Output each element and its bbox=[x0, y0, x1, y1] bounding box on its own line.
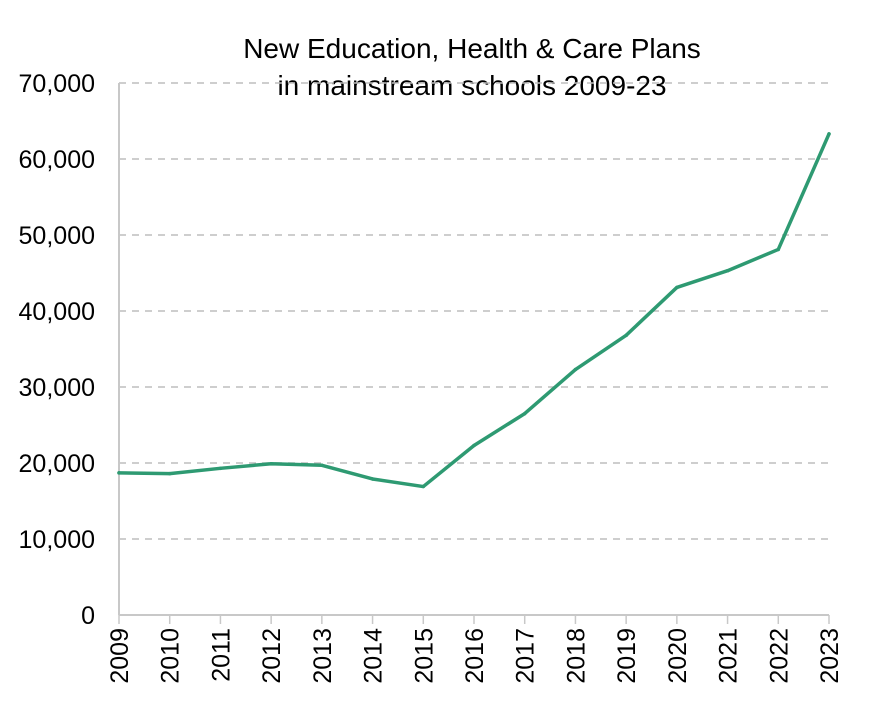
series-group bbox=[117, 132, 831, 489]
x-tick-label-2018: 2018 bbox=[562, 628, 590, 684]
x-tick-label-2013: 2013 bbox=[309, 628, 337, 684]
data-point-2019 bbox=[624, 333, 628, 338]
data-point-2011 bbox=[218, 466, 223, 471]
x-tick-labels: 2009 2010 2011 2012 2013 2014 2015 2016 2017 2018… bbox=[106, 628, 844, 684]
x-tick-label-2009: 2009 bbox=[106, 628, 134, 684]
y-tick-label-70000: 70,000 bbox=[19, 70, 95, 98]
x-tick-label-2017: 2017 bbox=[512, 628, 540, 684]
x-tick-label-2021: 2021 bbox=[715, 628, 743, 684]
chart-title-line-2: in mainstream schools 2009-23 bbox=[277, 70, 666, 101]
data-point-2016 bbox=[472, 443, 476, 448]
data-point-2009 bbox=[117, 471, 121, 475]
series-line-0 bbox=[117, 132, 831, 489]
data-point-2015 bbox=[421, 484, 426, 489]
data-point-2014 bbox=[370, 477, 375, 481]
data-point-2023 bbox=[827, 132, 831, 136]
data-point-2017 bbox=[522, 411, 527, 416]
x-tick-label-2012: 2012 bbox=[258, 628, 286, 684]
data-point-2022 bbox=[776, 247, 781, 252]
y-tick-label-0: 0 bbox=[81, 602, 95, 630]
x-tick-label-2019: 2019 bbox=[613, 628, 641, 684]
data-point-2021 bbox=[725, 268, 730, 273]
gridlines bbox=[119, 82, 829, 540]
data-point-2020 bbox=[675, 285, 679, 290]
x-tick-label-2022: 2022 bbox=[765, 628, 793, 684]
data-point-2018 bbox=[573, 367, 578, 372]
y-tick-label-20000: 20,000 bbox=[19, 450, 95, 478]
x-tick-label-2014: 2014 bbox=[360, 628, 388, 684]
x-tick-label-2023: 2023 bbox=[816, 628, 844, 684]
x-tick-label-2011: 2011 bbox=[207, 628, 235, 682]
x-tick-label-2020: 2020 bbox=[664, 628, 692, 684]
y-tick-label-10000: 10,000 bbox=[19, 526, 95, 554]
y-tick-label-50000: 50,000 bbox=[19, 222, 95, 250]
x-tick-label-2015: 2015 bbox=[410, 628, 438, 684]
y-tick-labels: 0 10,000 20,000 30,000 40,000 50,000 60,000 70,… bbox=[19, 70, 95, 630]
y-tick-label-40000: 40,000 bbox=[19, 298, 95, 326]
x-tick-label-2016: 2016 bbox=[461, 628, 489, 684]
data-point-2013 bbox=[320, 463, 324, 468]
chart-title-line-1: New Education, Health & Care Plans bbox=[243, 33, 701, 64]
y-tick-label-60000: 60,000 bbox=[19, 146, 95, 174]
y-tick-label-30000: 30,000 bbox=[19, 374, 95, 402]
x-tick-label-2010: 2010 bbox=[157, 628, 185, 684]
data-point-2010 bbox=[167, 471, 172, 476]
axes bbox=[118, 83, 830, 624]
data-point-2012 bbox=[269, 462, 273, 466]
